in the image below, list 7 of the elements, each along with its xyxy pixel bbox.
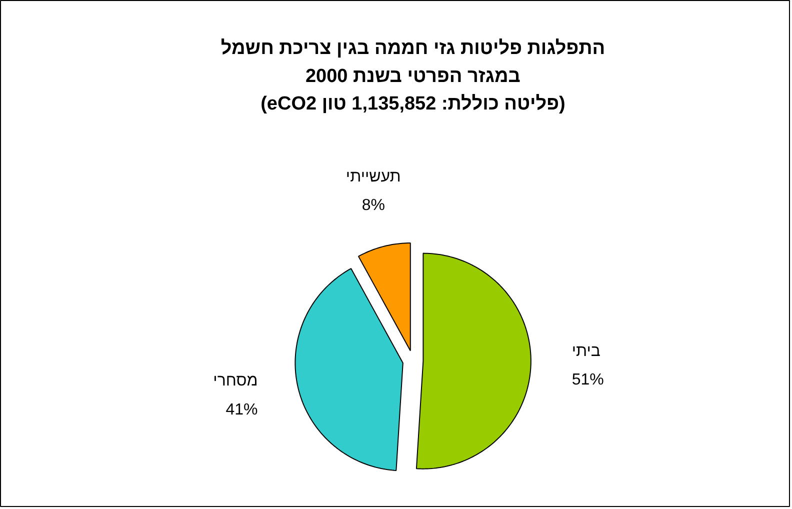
slice-label: ביתי bbox=[572, 342, 601, 360]
slice-label: מסחרי bbox=[213, 372, 258, 390]
chart-title: התפלגות פליטות גזי חממה בגין צריכת חשמל במגזר הפרטי בשנת 2000 (פליטה כוללת: 1,135,852 טון eCO2) bbox=[220, 38, 606, 115]
data-label: 41% bbox=[226, 401, 258, 418]
data-label: 8% bbox=[362, 197, 385, 214]
data-label: 51% bbox=[572, 372, 604, 389]
slice-label: תעשייתי bbox=[346, 168, 401, 186]
